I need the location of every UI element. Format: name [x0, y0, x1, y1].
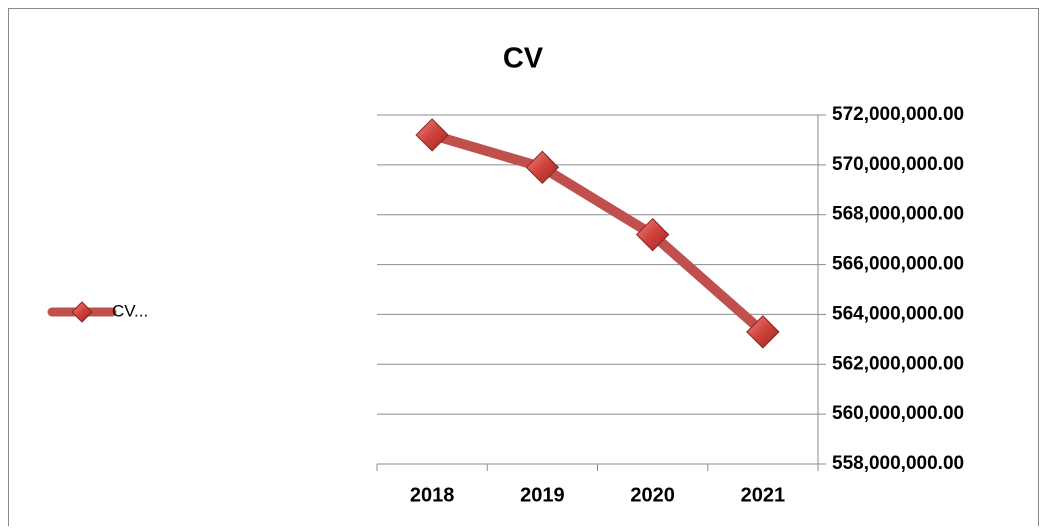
y-tick-label: 572,000,000.00 [832, 104, 964, 125]
point-marker [525, 150, 560, 185]
x-tick-label: 2018 [410, 484, 455, 506]
y-tick-label: 564,000,000.00 [832, 303, 964, 324]
y-tick-label: 562,000,000.00 [832, 353, 964, 374]
x-tick-label: 2021 [741, 484, 786, 506]
y-tick-label: 570,000,000.00 [832, 154, 964, 175]
point-marker [415, 118, 449, 152]
x-tick-label: 2020 [630, 484, 675, 506]
chart-title: CV [503, 43, 544, 75]
point-marker [635, 217, 670, 252]
legend-marker [71, 301, 93, 323]
y-tick-label: 558,000,000.00 [832, 453, 964, 474]
y-tick-label: 568,000,000.00 [832, 204, 964, 225]
legend-label: CV... [112, 301, 148, 320]
y-tick-label: 566,000,000.00 [832, 254, 964, 275]
point-marker [746, 315, 780, 349]
x-tick-label: 2019 [520, 484, 565, 506]
series-line [427, 129, 768, 337]
y-tick-label: 560,000,000.00 [832, 403, 964, 424]
